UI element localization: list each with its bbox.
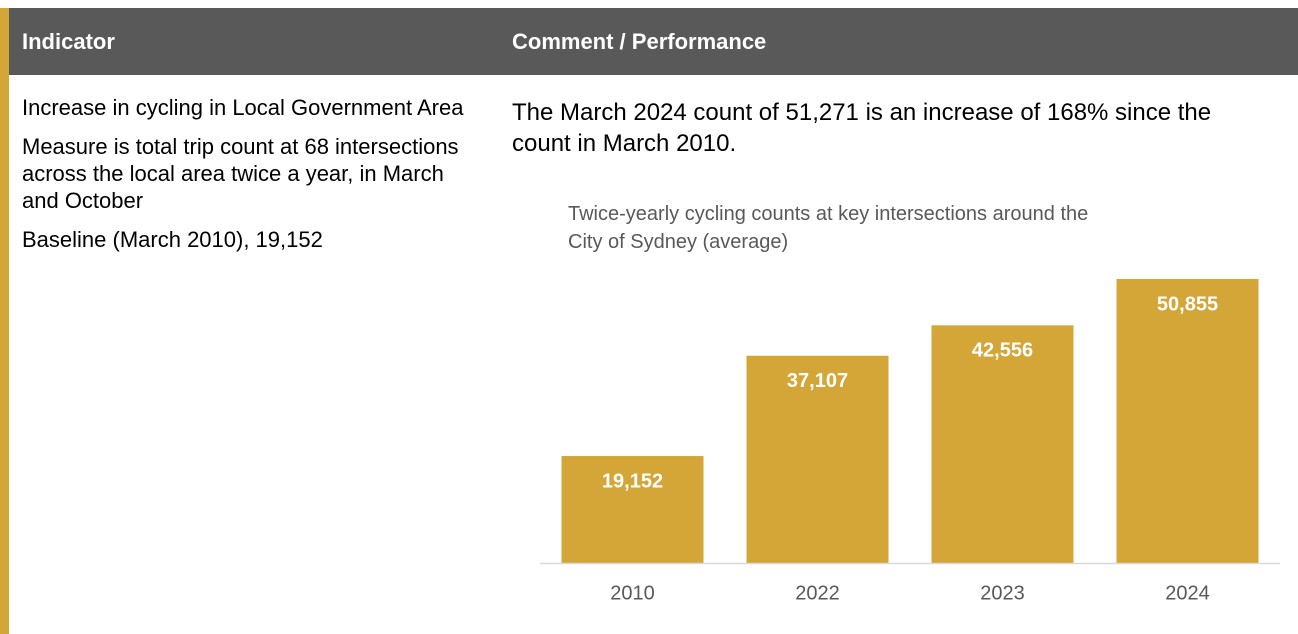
value-label: 37,107 — [787, 370, 848, 392]
value-label: 50,855 — [1157, 293, 1218, 315]
table-header: Indicator Comment / Performance — [9, 8, 1298, 75]
bar — [746, 355, 889, 563]
bar — [561, 456, 704, 563]
header-cell: Indicator — [22, 29, 115, 54]
indicator-cell: Increase in cycling in Local Government … — [22, 94, 484, 265]
accent-stripe — [0, 8, 9, 634]
paragraph: Measure is total trip count at 68 inters… — [22, 134, 459, 213]
x-tick-label: 2022 — [795, 582, 840, 604]
comment-text: The March 2024 count of 51,271 is an inc… — [512, 99, 1212, 157]
paragraph: Increase in cycling in Local Government … — [22, 95, 464, 120]
value-label: 19,152 — [602, 470, 663, 492]
x-tick-label: 2010 — [610, 582, 655, 604]
bar — [1116, 278, 1259, 563]
header-cell: Comment / Performance — [512, 29, 767, 54]
bar — [931, 325, 1074, 563]
x-tick-label: 2024 — [1165, 582, 1210, 604]
chart-title: Twice-yearly cycling counts at key inter… — [568, 203, 1089, 253]
paragraph: Baseline (March 2010), 19,152 — [22, 227, 323, 252]
x-tick-label: 2023 — [980, 582, 1025, 604]
value-label: 42,556 — [972, 340, 1033, 362]
